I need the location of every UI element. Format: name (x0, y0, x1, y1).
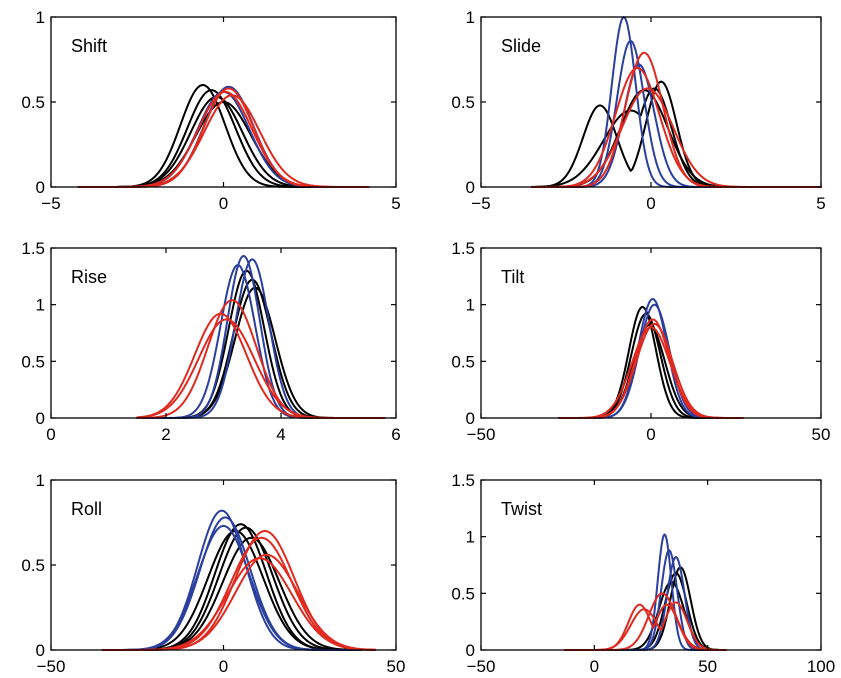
x-tick-label: −5 (471, 194, 490, 213)
x-tick-label: 50 (812, 425, 831, 444)
y-tick-label: 1.5 (451, 239, 475, 258)
series-line-red-7 (558, 322, 744, 419)
y-tick-label: 0.5 (451, 352, 475, 371)
panel-title: Shift (71, 36, 107, 56)
x-tick-label: 5 (816, 194, 825, 213)
axis-frame (480, 479, 822, 651)
y-tick-label: 0 (36, 409, 45, 428)
series-line-blue-5 (563, 549, 727, 651)
x-tick-label: 50 (387, 657, 406, 676)
panel-title: Tilt (501, 267, 524, 287)
series-line-red-8 (77, 90, 370, 188)
y-tick-label: 1.5 (451, 471, 475, 490)
x-tick-label: 0 (219, 194, 228, 213)
y-tick-label: 0 (36, 641, 45, 660)
series-line-red-8 (531, 67, 822, 188)
x-tick-label: −50 (37, 657, 66, 676)
y-tick-label: 1 (36, 471, 45, 490)
y-tick-label: 0 (466, 409, 475, 428)
y-tick-label: 0 (466, 178, 475, 197)
axis-frame (480, 247, 822, 419)
series-line-red-8 (558, 326, 744, 419)
x-tick-label: 0 (219, 657, 228, 676)
y-tick-label: 0 (466, 641, 475, 660)
x-tick-label: 0 (590, 657, 599, 676)
series-line-red-9 (101, 536, 377, 651)
x-tick-label: −50 (467, 425, 496, 444)
series-line-black-1 (136, 278, 369, 419)
series-line-black-1 (531, 80, 805, 188)
y-tick-label: 0.5 (21, 352, 45, 371)
x-tick-label: 4 (276, 425, 285, 444)
series-line-blue-5 (558, 303, 737, 419)
panel-title: Roll (71, 499, 102, 519)
panel-rise: 0 2 4 6 0 0.5 1 1.5 Rise (21, 239, 400, 444)
axis-frame (50, 247, 397, 419)
series-line-black-2 (531, 87, 805, 188)
series-line-blue-4 (531, 16, 805, 188)
x-tick-label: 0 (646, 194, 655, 213)
series-line-black-4 (77, 101, 346, 188)
series-line-red-6 (558, 318, 744, 419)
x-tick-label: −50 (467, 657, 496, 676)
x-tick-label: 100 (807, 657, 835, 676)
x-tick-label: 0 (46, 425, 55, 444)
series-line-blue-4 (563, 533, 727, 651)
series-line-black-2 (136, 269, 369, 419)
y-tick-label: 1 (466, 528, 475, 547)
y-tick-label: 1 (36, 8, 45, 27)
y-tick-label: 1 (466, 8, 475, 27)
y-tick-label: 1.5 (21, 239, 45, 258)
x-tick-label: 50 (698, 657, 717, 676)
y-tick-label: 0.5 (21, 93, 45, 112)
y-tick-label: 0.5 (451, 584, 475, 603)
panel-title: Slide (501, 36, 541, 56)
panel-title: Rise (71, 267, 107, 287)
x-tick-label: 5 (391, 194, 400, 213)
x-tick-label: −5 (41, 194, 60, 213)
y-tick-label: 0.5 (451, 93, 475, 112)
series-line-red-9 (531, 87, 822, 188)
y-tick-label: 0.5 (21, 556, 45, 575)
x-tick-label: 2 (161, 425, 170, 444)
series-line-blue-6 (77, 90, 356, 188)
series-line-black-3 (558, 324, 737, 419)
panel-title: Twist (501, 499, 542, 519)
series-line-red-9 (136, 318, 386, 419)
series-line-blue-5 (136, 258, 369, 419)
y-tick-label: 0 (36, 178, 45, 197)
x-tick-label: 0 (646, 425, 655, 444)
series-line-blue-6 (563, 556, 727, 651)
series-line-red-9 (77, 94, 370, 188)
x-tick-label: 6 (391, 425, 400, 444)
y-tick-label: 1 (36, 296, 45, 315)
y-tick-label: 1 (466, 296, 475, 315)
